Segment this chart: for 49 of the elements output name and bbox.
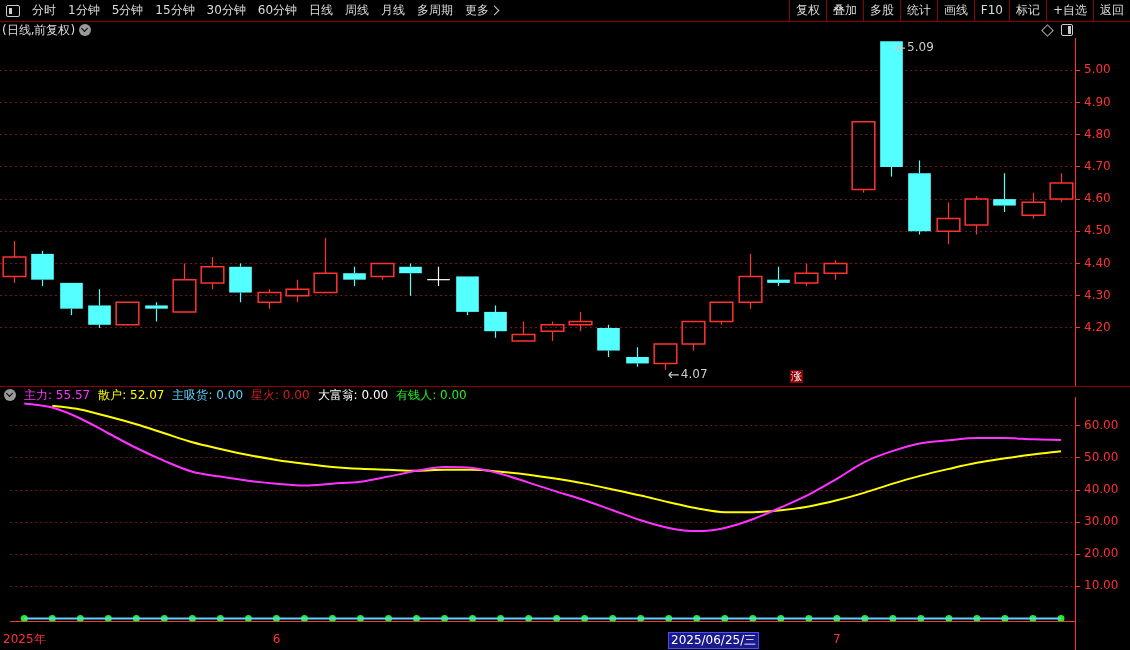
series-label: 散户: 52.07 [98,386,165,404]
y-tick-label: 4.90 [1084,94,1111,109]
text: 多周期 [416,2,455,19]
y-tick-label: 5.00 [1084,62,1111,77]
legend-label: 星火: 0.00 [251,386,310,404]
text: +自选 [1045,0,1093,21]
text: 有钱人: 0.00 [396,386,467,404]
y-tick-label: 60.00 [1084,418,1119,432]
text: 5分钟 [110,2,145,19]
x-tick-label: 2025年 [3,631,46,646]
text: 日线 [308,2,335,19]
text: 60分钟 [256,2,299,19]
legend-label: 大富翁: 0.00 [317,386,389,404]
text: 叠加 [825,0,863,21]
text: 统计 [899,0,937,21]
text: 30分钟 [205,2,247,19]
text: 复权 [788,0,826,21]
text: 主吸货: 0.00 [172,386,244,404]
x-tick-label: 6 [272,631,281,646]
annotation: 5.09 [907,40,934,55]
text: 2025/06/25/三 [668,632,760,649]
text: F10 [973,0,1009,21]
annotation: 4.07 [680,367,708,382]
text: 多股 [862,0,900,21]
series-label: 主力: 55.57 [24,386,91,404]
text: 分时 [31,2,57,19]
y-tick-label: 40.00 [1084,482,1119,497]
y-tick-label: 4.80 [1084,126,1111,141]
y-tick-label: 50.00 [1084,450,1119,465]
y-tick-label: 4.50 [1084,223,1111,238]
y-tick-label: 4.40 [1084,255,1111,270]
y-tick-label: 30.00 [1084,514,1119,529]
annotation: 涨 [790,370,803,383]
y-tick-label: 20.00 [1084,546,1119,561]
text: 返回 [1093,0,1130,21]
x-tick-label: 7 [833,631,841,646]
chart-title: (日线,前复权) [2,22,77,38]
text: 15分钟 [154,2,196,19]
y-tick-label: 4.60 [1084,191,1111,206]
text: 月线 [380,2,407,19]
text: 画线 [936,0,974,21]
y-tick-label: 4.70 [1084,159,1111,174]
text: 1分钟 [67,2,101,19]
text: 更多 [464,2,491,19]
y-tick-label: 4.20 [1084,320,1111,335]
y-tick-label: 4.30 [1084,287,1111,302]
text: 标记 [1008,0,1046,21]
text: 周线 [344,2,371,19]
y-tick-label: 10.00 [1084,578,1119,593]
